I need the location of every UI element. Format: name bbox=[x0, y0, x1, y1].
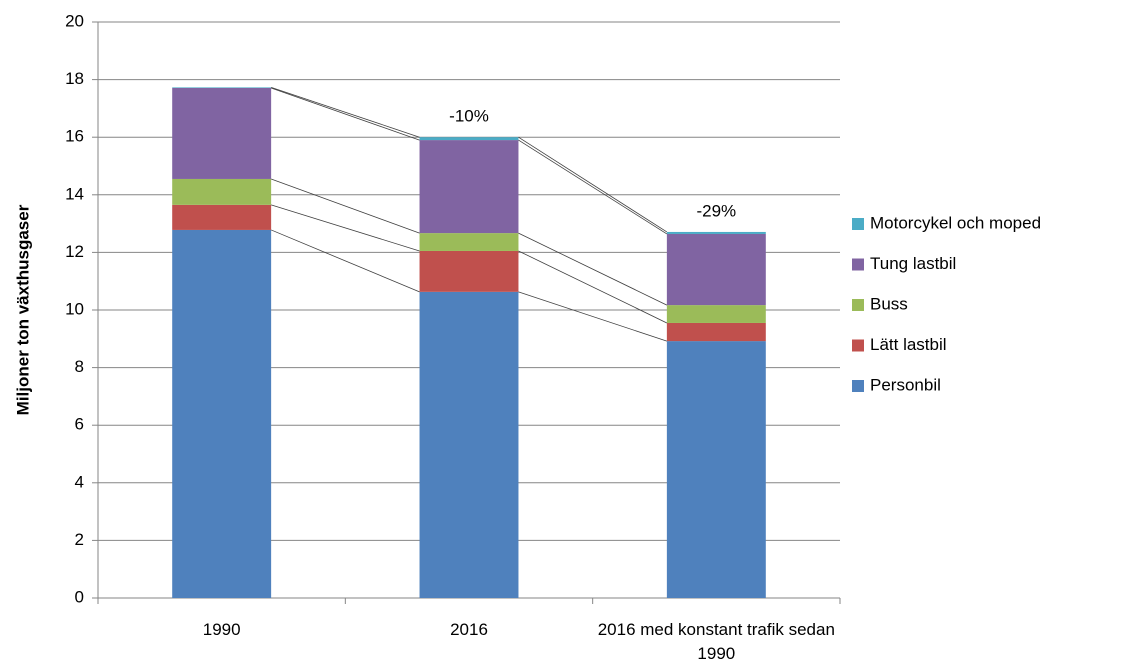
y-tick-label: 8 bbox=[75, 357, 84, 376]
bar-segment bbox=[666, 233, 766, 306]
connector-line bbox=[271, 204, 420, 252]
connector-line bbox=[518, 250, 668, 324]
legend-swatch bbox=[852, 299, 864, 311]
y-tick-label: 16 bbox=[65, 127, 84, 146]
bar-segment bbox=[172, 87, 272, 179]
x-tick-label: 2016 med konstant trafik sedan 1990 bbox=[597, 620, 835, 663]
legend-swatch bbox=[852, 258, 864, 271]
legend-swatch bbox=[852, 380, 864, 392]
legend-label: Motorcykel och moped bbox=[870, 213, 1041, 232]
bar-segment bbox=[419, 233, 519, 251]
bar-segment bbox=[172, 204, 272, 230]
bar-segment bbox=[666, 305, 766, 323]
annotation: -10% bbox=[449, 107, 489, 126]
bar-segment bbox=[419, 140, 519, 234]
x-tick-label: 1990 bbox=[202, 620, 241, 639]
y-tick-label: 18 bbox=[65, 69, 84, 88]
connector-line bbox=[271, 86, 420, 138]
legend-label: Buss bbox=[870, 294, 908, 313]
y-tick-label: 0 bbox=[75, 587, 84, 606]
legend-label: Personbil bbox=[870, 375, 941, 394]
bar-segment bbox=[172, 178, 272, 205]
bar-segment bbox=[666, 322, 766, 342]
y-tick-label: 6 bbox=[75, 415, 84, 434]
legend-label: Tung lastbil bbox=[870, 254, 956, 273]
y-tick-label: 20 bbox=[65, 11, 84, 30]
y-tick-label: 10 bbox=[65, 299, 84, 318]
connector-line bbox=[270, 178, 420, 234]
connector-line bbox=[518, 139, 668, 235]
bar-segment bbox=[172, 229, 272, 598]
connector-line bbox=[270, 229, 420, 293]
bar-segment bbox=[419, 291, 519, 598]
bar-segment bbox=[666, 231, 766, 234]
legend-swatch bbox=[852, 339, 864, 352]
y-axis-label: Miljoner ton växthusgaser bbox=[13, 204, 32, 415]
bar-segment bbox=[172, 87, 272, 88]
legend-swatch bbox=[852, 218, 864, 230]
y-tick-label: 12 bbox=[65, 242, 84, 261]
bar-segment bbox=[419, 250, 519, 292]
y-tick-label: 2 bbox=[75, 530, 84, 549]
connector-line bbox=[518, 232, 668, 306]
legend-label: Lätt lastbil bbox=[870, 335, 947, 354]
annotation: -29% bbox=[696, 201, 736, 220]
connector-line bbox=[518, 136, 668, 233]
bar-segment bbox=[419, 137, 519, 141]
connector-line bbox=[518, 291, 667, 342]
y-tick-label: 14 bbox=[65, 184, 84, 203]
bar-segment bbox=[666, 341, 766, 598]
connector-line bbox=[271, 87, 420, 141]
x-tick-label: 2016 bbox=[450, 620, 488, 639]
y-tick-label: 4 bbox=[75, 472, 84, 491]
